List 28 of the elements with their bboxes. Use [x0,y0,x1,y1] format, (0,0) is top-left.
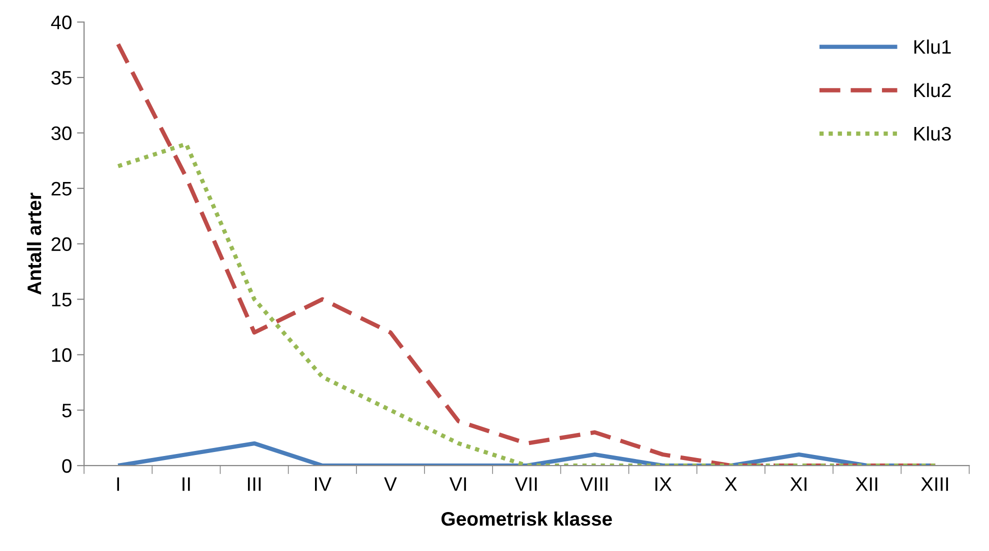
y-tick-label: 0 [62,459,72,473]
x-tick-label: VII [514,477,537,491]
x-tick-label: IV [314,477,332,491]
x-axis-title: Geometrisk klasse [442,512,612,526]
y-tick-label: 20 [52,237,72,252]
y-tick-label: 15 [52,292,72,306]
x-tick-label: XIII [921,477,948,491]
x-tick-label: VI [449,477,466,491]
x-tick-label: VIII [580,477,608,491]
legend-label: Klu1 [914,40,951,54]
y-tick-label: 35 [51,70,72,85]
x-tick-label: I [117,477,120,491]
line-series [116,142,938,466]
legend-label: Klu2 [914,82,951,98]
y-tick-label: 30 [51,126,72,140]
x-tick-label: X [724,477,737,491]
y-tick-label: 25 [52,182,72,196]
y-tick-label: 10 [52,348,72,362]
legend-label: Klu3 [914,126,951,141]
x-tick-label: III [248,477,261,491]
x-tick-label: IX [655,477,672,491]
x-tick-label: V [384,477,397,491]
x-tick-label: II [182,477,190,491]
y-tick-label: 40 [51,16,72,30]
x-tick-label: XI [790,477,806,491]
y-tick-label: 5 [62,404,72,418]
x-tick-label: XII [856,477,878,491]
y-axis-title: Antall arter [26,192,42,295]
